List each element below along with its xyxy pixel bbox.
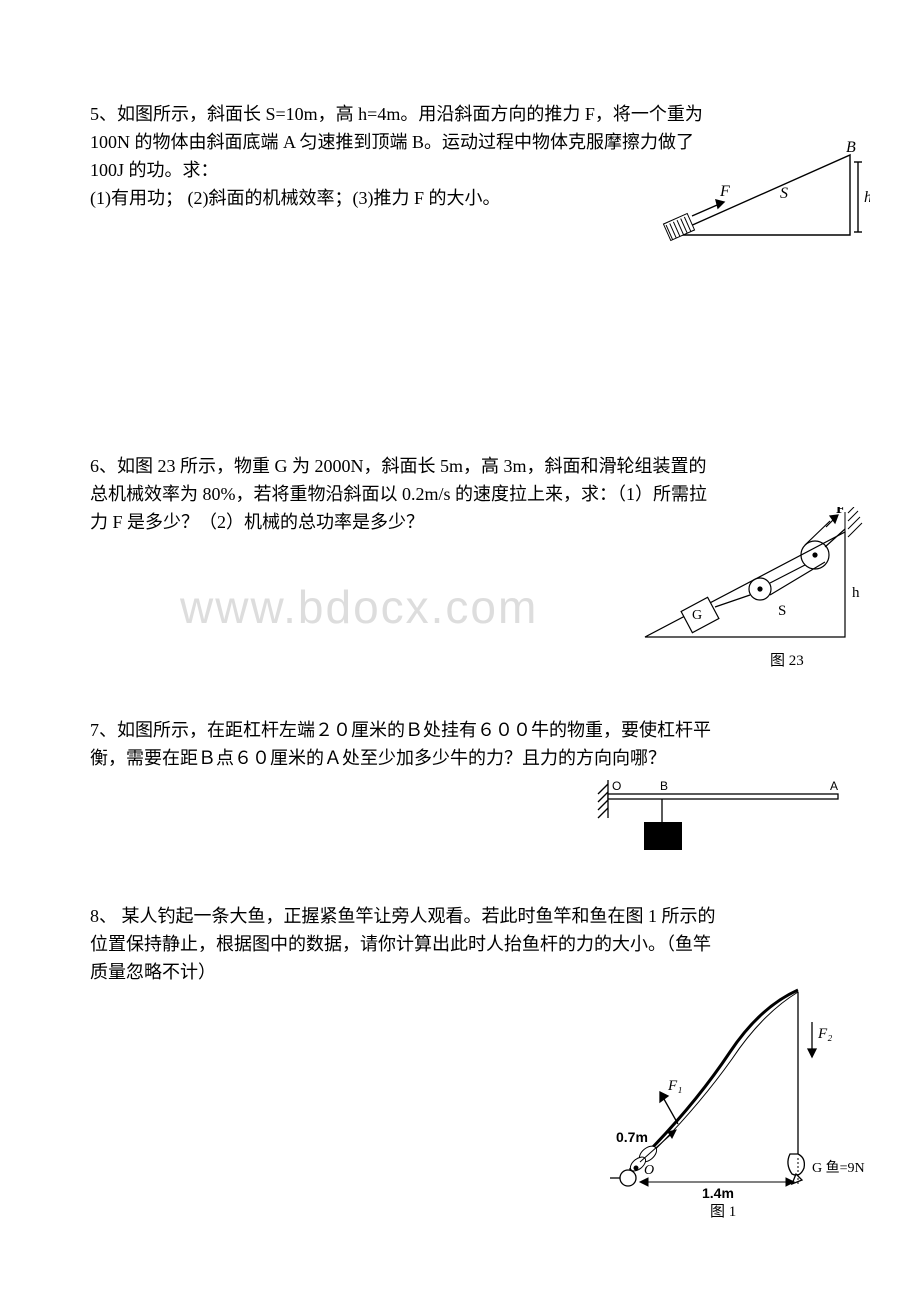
p7-figure: O B A [590,778,850,873]
problem-8-text: 8、 某人钓起一条大鱼，正握紧鱼竿让旁人观看。若此时鱼竿和鱼在图 1 所示的 位… [90,902,830,986]
p8-figure: F₁ F₂ O 0.7m 1.4m G 鱼=9N 图 1 [590,982,880,1227]
p8-label-F2: F₂ [817,1026,832,1042]
p6-figure: G F S h 图 23 [630,507,870,677]
p8-label-G: G 鱼=9N [812,1159,865,1176]
problem-6: 6、如图 23 所示，物重 G 为 2000N，斜面长 5m，高 3m，斜面和滑… [90,452,830,676]
problem-8: 8、 某人钓起一条大鱼，正握紧鱼竿让旁人观看。若此时鱼竿和鱼在图 1 所示的 位… [90,902,830,1206]
problem-5: 5、如图所示，斜面长 S=10m，高 h=4m。用沿斜面方向的推力 F，将一个重… [90,100,830,412]
p6-label-h: h [852,585,860,601]
p8-line2: 位置保持静止，根据图中的数据，请你计算出此时人抬鱼杆的力的大小。（鱼竿 [90,930,830,958]
p8-label-O: O [644,1163,654,1178]
problem-7: 7、如图所示，在距杠杆左端２０厘米的Ｂ处挂有６００牛的物重，要使杠杆平 衡，需要… [90,716,830,862]
p5-label-S: S [780,185,788,202]
p6-label-G: G [692,608,702,623]
p6-line1: 6、如图 23 所示，物重 G 为 2000N，斜面长 5m，高 3m，斜面和滑… [90,452,830,480]
p8-line1: 8、 某人钓起一条大鱼，正握紧鱼竿让旁人观看。若此时鱼竿和鱼在图 1 所示的 [90,902,830,930]
p7-label-O: O [612,779,621,793]
p6-label-F: F [836,507,845,517]
p7-line2: 衡，需要在距Ｂ点６０厘米的Ａ处至少加多少牛的力？且力的方向向哪？ [90,744,830,772]
p5-figure: F S B h [650,140,870,255]
problem-7-text: 7、如图所示，在距杠杆左端２０厘米的Ｂ处挂有６００牛的物重，要使杠杆平 衡，需要… [90,716,830,772]
p8-label-F1: F₁ [667,1078,682,1094]
p6-label-S: S [778,603,786,619]
p6-line2: 总机械效率为 80%，若将重物沿斜面以 0.2m/s 的速度拉上来，求：（1）所… [90,480,830,508]
p7-label-A: A [830,779,838,793]
p8-label-d2: 1.4m [702,1185,734,1201]
p5-line1: 5、如图所示，斜面长 S=10m，高 h=4m。用沿斜面方向的推力 F，将一个重… [90,100,830,128]
p7-label-B: B [660,779,668,793]
p8-label-d1: 0.7m [616,1129,648,1145]
p6-caption: 图 23 [770,652,804,669]
p5-label-F: F [719,183,730,200]
p7-line1: 7、如图所示，在距杠杆左端２０厘米的Ｂ处挂有６００牛的物重，要使杠杆平 [90,716,830,744]
p5-label-h: h [864,189,870,206]
p8-caption: 图 1 [710,1203,736,1220]
p5-label-B: B [846,140,856,156]
